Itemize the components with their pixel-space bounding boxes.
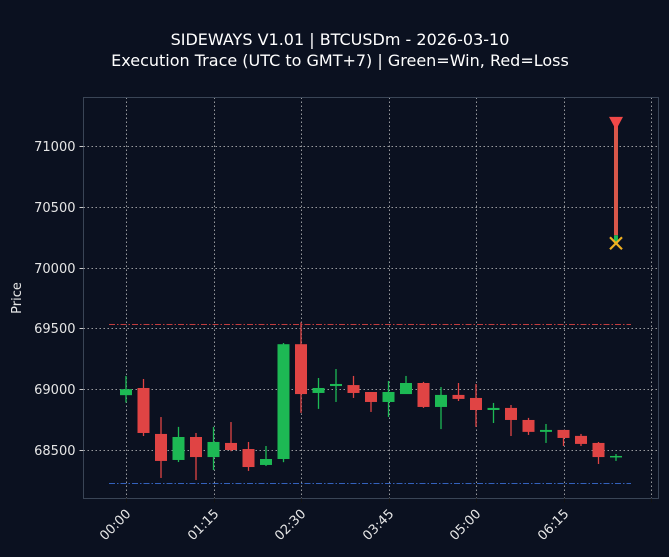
plot-frame <box>83 97 659 499</box>
candle <box>382 380 395 417</box>
candle-body <box>400 382 412 395</box>
grid-lines <box>83 97 659 499</box>
y-tick-label: 70000 <box>34 262 75 277</box>
candle-body <box>155 433 167 461</box>
candle-body <box>172 436 185 460</box>
candle-body <box>207 441 220 458</box>
candle-body <box>382 391 395 402</box>
candle-body <box>137 387 150 433</box>
candle <box>505 405 517 437</box>
candle <box>137 378 150 437</box>
price-levels <box>109 324 631 484</box>
candle <box>207 426 220 471</box>
candle-body <box>540 429 552 432</box>
y-axis-label: Price <box>10 282 25 314</box>
candle-body <box>365 391 377 402</box>
candle-body <box>452 394 465 399</box>
candle <box>330 369 342 402</box>
candle <box>295 322 307 413</box>
candle <box>172 426 185 463</box>
chart-subtitle: Execution Trace (UTC to GMT+7) | Green=W… <box>111 51 569 70</box>
candle-body <box>295 344 307 395</box>
y-tick-label: 70500 <box>34 201 75 216</box>
candle-body <box>610 455 622 458</box>
y-tick-label: 69000 <box>34 383 75 398</box>
y-tick-label: 71000 <box>34 140 75 155</box>
y-tick-label: 69500 <box>34 322 75 337</box>
candle <box>575 433 587 446</box>
candle-body <box>592 442 605 458</box>
trade-markers <box>609 116 623 251</box>
candle <box>365 391 377 412</box>
candle-body <box>260 458 272 465</box>
candle-body <box>190 436 202 458</box>
candle <box>470 383 482 427</box>
candle-body <box>277 344 290 459</box>
candle <box>452 382 465 401</box>
candle-body <box>242 449 255 468</box>
candle-body <box>330 383 342 387</box>
candle <box>190 432 202 481</box>
candle-body <box>575 435 587 444</box>
candle <box>540 423 552 443</box>
entry-triangle-icon <box>609 116 623 130</box>
candle-body <box>417 382 430 407</box>
y-tick-label: 68500 <box>34 444 75 459</box>
candle-body <box>120 389 132 396</box>
candle <box>242 441 255 471</box>
candle <box>557 429 570 446</box>
candle <box>260 445 272 467</box>
candle <box>435 387 447 430</box>
y-axis: 68500 69000 69500 70000 70500 71000 <box>34 140 84 459</box>
candle <box>487 402 500 424</box>
candle <box>522 417 535 435</box>
candle-body <box>225 442 237 450</box>
candle-body <box>470 397 482 410</box>
candle <box>610 454 622 461</box>
candle <box>155 417 167 478</box>
candle <box>347 375 360 398</box>
candle <box>225 422 237 452</box>
candle-body <box>312 387 325 393</box>
candle <box>120 375 132 403</box>
candle-body <box>522 419 535 432</box>
candle-body <box>347 385 360 393</box>
candle <box>277 342 290 463</box>
candle-body <box>487 407 500 410</box>
candle <box>592 441 605 464</box>
candle-body <box>557 429 570 438</box>
candle-body <box>435 394 447 407</box>
candle <box>417 381 430 408</box>
candle <box>400 375 412 395</box>
exit-x-icon <box>609 236 623 251</box>
candle <box>312 378 325 409</box>
candle-body <box>505 407 517 420</box>
chart-title: SIDEWAYS V1.01 | BTCUSDm - 2026-03-10 <box>171 30 510 49</box>
candlesticks <box>120 322 622 481</box>
